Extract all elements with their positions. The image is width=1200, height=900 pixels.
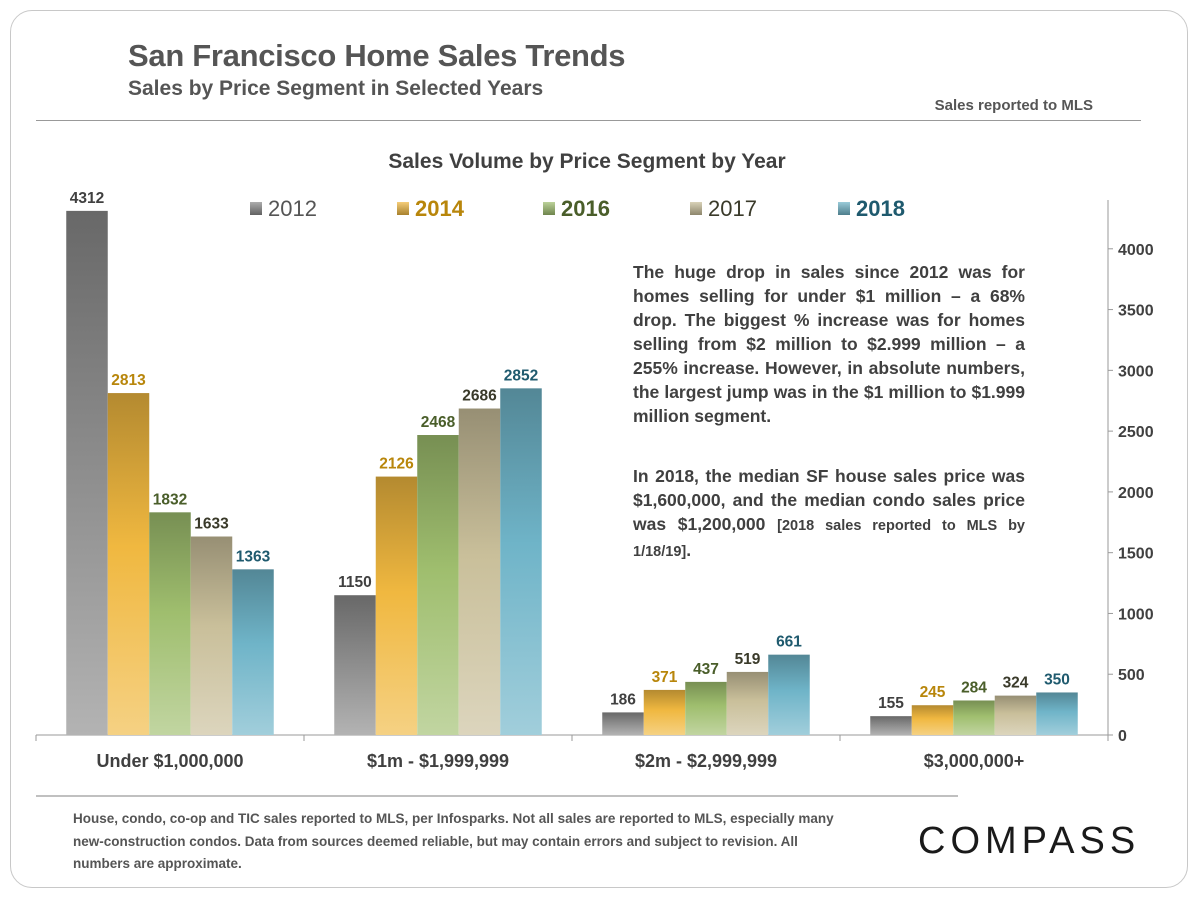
- bar-value-label: 1633: [194, 516, 229, 533]
- y-tick-label: 500: [1118, 667, 1145, 684]
- chart-legend: 2012 2014 2016 2017 2018: [250, 196, 905, 221]
- bar-value-label: 245: [920, 684, 946, 701]
- commentary-paragraph-1: The huge drop in sales since 2012 was fo…: [633, 262, 1025, 426]
- header-divider: [36, 120, 1141, 121]
- chart-axis: 0 500 1000 1500 2000 2500 3000 3500 4000 Under $1…: [35, 200, 1154, 771]
- bar-2014: [107, 393, 150, 735]
- legend-label-2016: 2016: [561, 196, 610, 221]
- footer-divider: [36, 795, 958, 797]
- bar-2012: [870, 716, 912, 735]
- bar-value-label: 324: [1003, 675, 1029, 692]
- page-title: San Francisco Home Sales Trends: [128, 38, 626, 73]
- bar-value-label: 2686: [462, 388, 497, 405]
- bar-2018: [1036, 692, 1078, 735]
- legend-label-2018: 2018: [856, 196, 905, 221]
- bar-value-label: 4312: [70, 190, 104, 207]
- y-tick-label: 3000: [1118, 363, 1154, 380]
- x-category-label: Under $1,000,000: [96, 751, 243, 771]
- bar-2017: [458, 408, 501, 735]
- bar-2017: [726, 671, 769, 735]
- footnote: House, condo, co-op and TIC sales report…: [73, 811, 834, 871]
- bar-value-label: 2813: [111, 372, 146, 389]
- bar-2016: [953, 700, 995, 735]
- y-tick-label: 2500: [1118, 424, 1154, 441]
- bar-2012: [66, 210, 108, 735]
- bar-value-label: 1832: [153, 491, 187, 508]
- bar-value-label: 2126: [379, 456, 414, 473]
- bar-value-label: 519: [735, 651, 761, 668]
- bar-2016: [685, 681, 727, 735]
- bar-value-label: 2468: [421, 414, 456, 431]
- bar-2014: [911, 705, 954, 735]
- page-subtitle: Sales by Price Segment in Selected Years: [128, 77, 544, 100]
- bar-value-label: 350: [1044, 671, 1070, 688]
- bar-2018: [768, 654, 810, 735]
- bar-value-label: 1363: [236, 548, 271, 565]
- bar-value-label: 1150: [338, 574, 372, 591]
- commentary-text: The huge drop in sales since 2012 was fo…: [633, 260, 1025, 600]
- x-category-label: $1m - $1,999,999: [367, 751, 509, 771]
- bar-value-label: 155: [878, 695, 904, 712]
- slide-card: [10, 10, 1188, 888]
- legend-label-2017: 2017: [708, 196, 757, 221]
- bar-2012: [602, 712, 644, 735]
- bar-2018: [232, 569, 274, 735]
- bar-2014: [643, 689, 686, 735]
- legend-swatch-2018: [838, 202, 850, 215]
- y-tick-label: 2000: [1118, 485, 1154, 502]
- bar-value-label: 437: [693, 661, 719, 678]
- commentary-paragraph-2-main: In 2018, the median SF house sales price…: [633, 466, 1025, 534]
- legend-label-2012: 2012: [268, 196, 317, 221]
- bar-value-label: 661: [776, 634, 802, 651]
- bar-value-label: 186: [610, 691, 636, 708]
- commentary-paragraph-2: In 2018, the median SF house sales price…: [633, 464, 1025, 564]
- y-tick-label: 4000: [1118, 242, 1154, 259]
- bar-2017: [994, 695, 1037, 735]
- x-category-label: $3,000,000+: [924, 751, 1025, 771]
- bar-2014: [375, 476, 418, 735]
- chart-title: Sales Volume by Price Segment by Year: [388, 150, 785, 173]
- commentary-paragraph-2-end: .: [686, 540, 692, 560]
- bar-2017: [190, 536, 233, 735]
- compass-logo: COMPASS: [918, 820, 1141, 862]
- bar-2016: [417, 435, 459, 735]
- bar-2012: [334, 595, 376, 735]
- y-tick-label: 1000: [1118, 606, 1154, 623]
- bar-value-label: 284: [961, 679, 987, 696]
- legend-swatch-2016: [543, 202, 555, 215]
- y-tick-label: 0: [1118, 728, 1127, 745]
- y-tick-label: 1500: [1118, 546, 1154, 563]
- legend-swatch-2017: [690, 202, 702, 215]
- x-category-label: $2m - $2,999,999: [635, 751, 777, 771]
- bar-value-label: 2852: [504, 367, 538, 384]
- chart-bars: 4312 2813 1832 1633 1363 1150 2126 2468 2686 2852…: [66, 190, 1078, 735]
- bar-value-label: 371: [652, 669, 678, 686]
- y-tick-label: 3500: [1118, 303, 1154, 320]
- legend-swatch-2012: [250, 202, 262, 215]
- bar-2016: [149, 512, 191, 735]
- legend-swatch-2014: [397, 202, 409, 215]
- legend-label-2014: 2014: [415, 196, 465, 221]
- source-note: Sales reported to MLS: [934, 97, 1093, 114]
- commentary-paragraph-2-note: [2018 sales reported to MLS by 1/18/19]: [633, 518, 1025, 560]
- bar-2018: [500, 388, 542, 735]
